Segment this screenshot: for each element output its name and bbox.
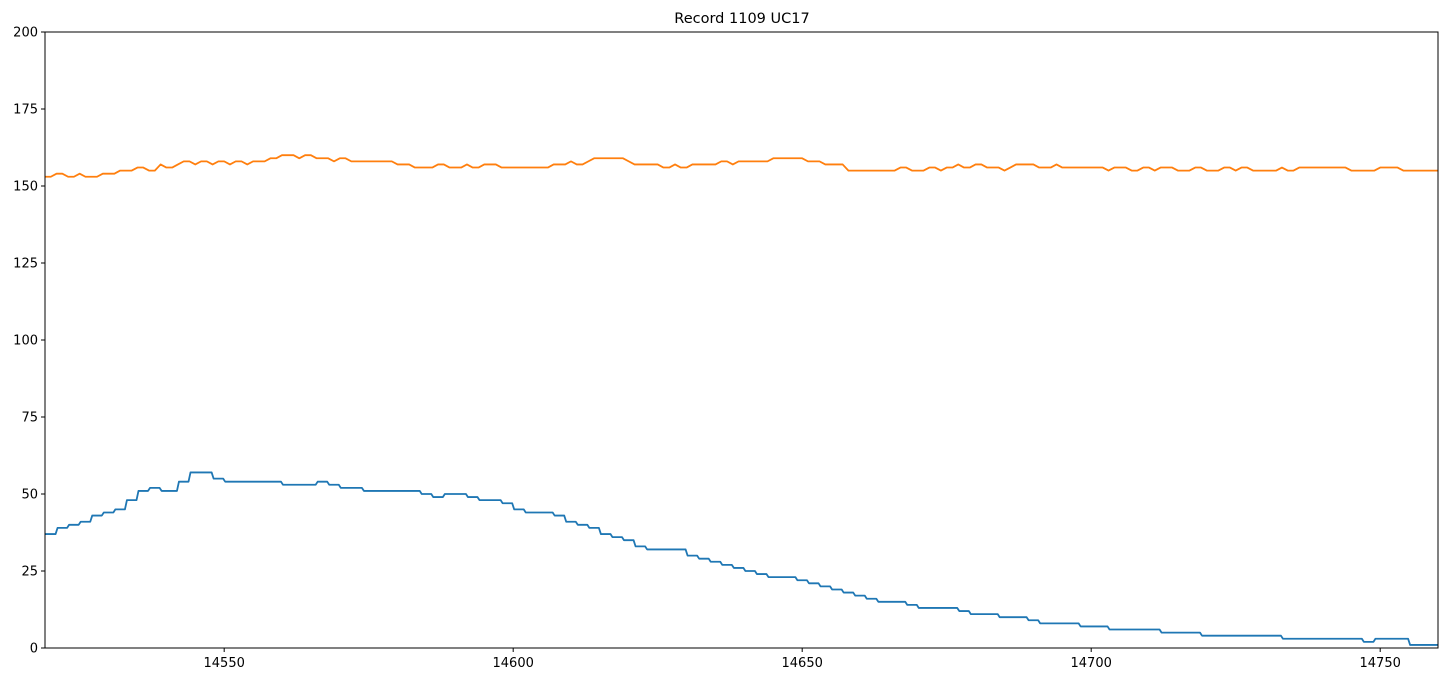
x-tick-label: 14600 (493, 656, 534, 671)
y-tick-label: 50 (21, 488, 38, 503)
series-layer (45, 154, 1438, 646)
x-tick-label: 14650 (782, 656, 823, 671)
x-tick-label: 14550 (204, 656, 245, 671)
x-tick-label: 14700 (1071, 656, 1112, 671)
series-line-2 (45, 154, 1438, 178)
series-line-1 (45, 471, 1438, 646)
y-tick-label: 75 (21, 411, 38, 426)
axes-layer: 14550 14600 14650 14700 14750 0 25 50 75 100 125 15… (13, 26, 1439, 671)
y-tick-label: 125 (13, 257, 38, 272)
y-tick-label: 150 (13, 180, 38, 195)
y-tick-label: 100 (13, 334, 38, 349)
y-tick-label: 200 (13, 26, 38, 41)
chart-title: Record 1109 UC17 (674, 11, 809, 27)
y-tick-label: 0 (30, 642, 38, 657)
y-tick-label: 25 (21, 565, 38, 580)
y-tick-label: 175 (13, 103, 38, 118)
x-tick-label: 14750 (1360, 656, 1401, 671)
